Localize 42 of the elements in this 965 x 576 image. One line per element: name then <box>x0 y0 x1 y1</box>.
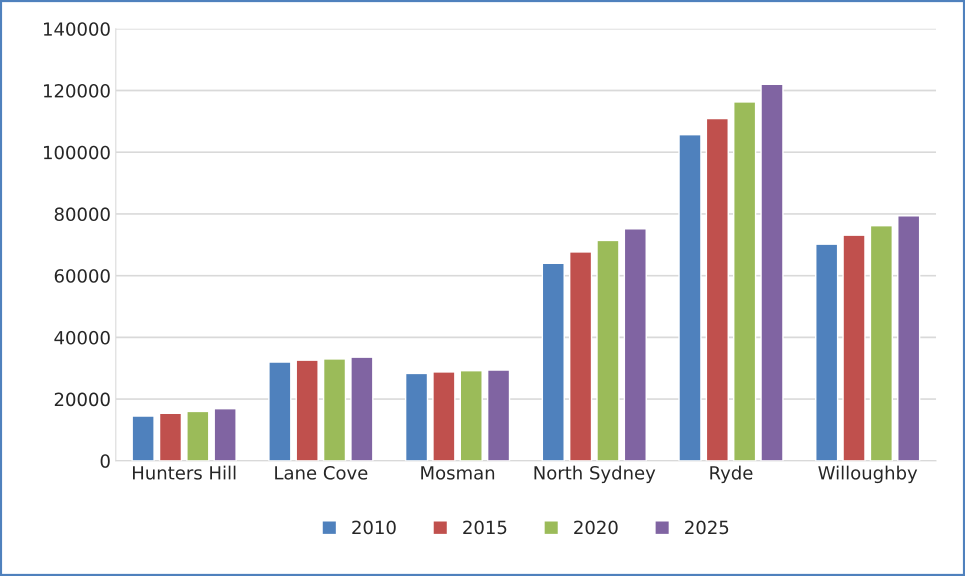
legend-label: 2025 <box>685 520 728 534</box>
x-tick-label: Ryde <box>710 466 752 484</box>
bar <box>404 372 428 461</box>
y-tick-label: 120000 <box>44 84 110 98</box>
bar <box>268 361 292 461</box>
bar <box>132 415 155 461</box>
x-tick-label: Mosman <box>421 466 494 480</box>
x-tick-label: Willoughby <box>818 466 918 484</box>
bar <box>624 228 647 461</box>
y-tick-label: 40000 <box>54 330 110 344</box>
x-tick-label: North Sydney <box>534 466 656 484</box>
legend-label: 2020 <box>574 520 618 534</box>
bar <box>815 243 838 461</box>
bar <box>596 240 620 461</box>
y-tick-label: 60000 <box>54 269 110 283</box>
y-tick-label: 140000 <box>44 22 110 36</box>
legend-label: 2010 <box>352 520 396 534</box>
bar <box>296 360 319 461</box>
x-tick-label: Hunters Hill <box>133 466 236 480</box>
bar <box>350 356 374 461</box>
y-tick-label: 100000 <box>44 146 110 160</box>
bar <box>322 358 346 461</box>
bar <box>460 370 483 461</box>
x-tick-label: Lane Cove <box>275 466 368 480</box>
bar <box>678 134 702 461</box>
bar <box>897 215 920 461</box>
bar <box>568 251 592 461</box>
bar <box>186 410 210 461</box>
bar <box>214 408 237 461</box>
bar <box>870 224 893 461</box>
bar <box>842 234 866 461</box>
bar <box>542 262 565 461</box>
bar <box>486 369 510 461</box>
y-tick-label: 0 <box>100 454 110 468</box>
legend-label: 2015 <box>463 520 506 534</box>
bar <box>158 412 182 461</box>
bar <box>706 118 729 461</box>
bar <box>432 371 456 461</box>
y-tick-label: 80000 <box>54 207 110 222</box>
y-tick-label: 20000 <box>54 392 110 406</box>
bar <box>733 101 756 461</box>
bar <box>760 84 784 461</box>
